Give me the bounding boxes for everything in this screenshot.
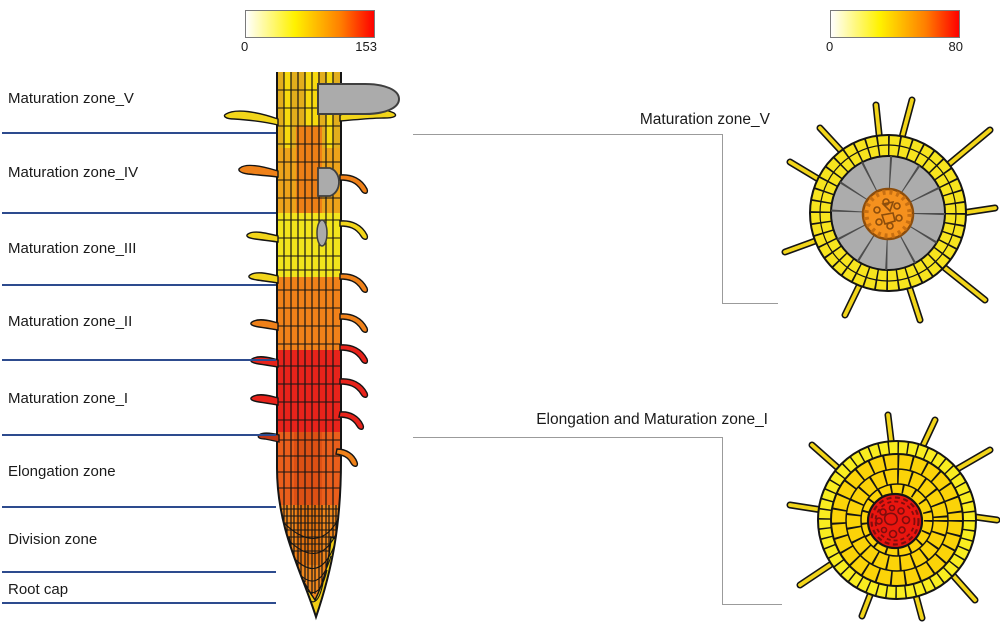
root-hair (223, 110, 279, 126)
root-hair (339, 273, 369, 293)
root-hair (238, 164, 279, 178)
root-hair (338, 411, 365, 430)
stele-vascular-detail (873, 198, 903, 230)
section-label-elongation-maturation-i: Elongation and Maturation zone_I (536, 411, 768, 428)
zone-separator-line (2, 506, 276, 508)
zone-separator-line (2, 434, 276, 436)
epidermis-cell-walls (818, 441, 976, 599)
zone-separator-line (2, 284, 276, 286)
root-hair (339, 174, 369, 194)
scale-max-value: 153 (355, 39, 377, 54)
root-hair (339, 378, 369, 398)
stele-rim-cells (870, 496, 920, 546)
root-hair (788, 413, 999, 620)
root-hair (339, 313, 369, 333)
connector-line (722, 437, 724, 605)
connector-line (722, 134, 724, 304)
cross-section-elongation-maturation-i (786, 411, 1000, 622)
root-outline (276, 72, 342, 621)
connector-line (722, 604, 782, 606)
connector-line (413, 134, 723, 136)
zone-label-maturation-iv: Maturation zone_IV (8, 164, 139, 181)
root-hair (250, 319, 279, 331)
root-hair (335, 448, 359, 467)
epidermis-ring-divider (819, 144, 957, 282)
cortex-cell-walls (831, 454, 963, 586)
section-label-maturation-v: Maturation zone_V (639, 111, 770, 128)
root-hair (250, 394, 279, 406)
root-longitudinal-section (223, 72, 401, 621)
zone-separator-line (2, 212, 276, 214)
root-cap-layers (278, 515, 341, 603)
scale-min-value: 0 (241, 39, 249, 54)
root-hair (339, 220, 369, 240)
cross-section-root-hairs (786, 411, 1000, 622)
connector-line (413, 437, 723, 439)
zone-label-root-cap: Root cap (8, 581, 69, 598)
scale-min-value: 0 (826, 39, 834, 54)
cortex-cell-walls (831, 156, 945, 270)
stele-vascular-detail (875, 504, 911, 539)
root-hair (248, 272, 279, 284)
zone-band-maturation-i (277, 350, 341, 432)
stele-rim-cells (863, 189, 913, 239)
zone-separator-line (2, 359, 276, 361)
gradient-scale-bar (830, 10, 960, 38)
zone-label-maturation-ii: Maturation zone_II (8, 313, 133, 330)
zone-separator-line (2, 132, 276, 134)
cross-section-root-hairs (781, 96, 999, 324)
lateral-root-primordium-internal (316, 219, 328, 247)
zone-separator-line (2, 571, 276, 573)
zone-label-division: Division zone (8, 531, 98, 548)
zone-separator-line (2, 602, 276, 604)
lateral-root-primordium-small (317, 167, 340, 197)
root-hair (246, 231, 279, 243)
cross-section-maturation-v (781, 96, 999, 324)
scale-max-value: 80 (948, 39, 963, 54)
zone-label-maturation-v: Maturation zone_V (8, 90, 134, 107)
root-hair (783, 98, 997, 322)
zone-label-elongation: Elongation zone (8, 463, 116, 480)
zone-band-maturation-ii (277, 277, 341, 350)
cell-file-stripe (284, 72, 291, 148)
lateral-root-primordium-large (317, 83, 401, 115)
zone-label-maturation-iii: Maturation zone_III (8, 240, 137, 257)
zone-band-maturation-iii (277, 213, 341, 277)
stele-inner-ring (874, 500, 916, 542)
gradient-scale-bar (245, 10, 375, 38)
connector-line (722, 303, 778, 305)
root-hair (339, 344, 369, 364)
cell-walls-horizontal (277, 89, 341, 552)
zone-label-maturation-i: Maturation zone_I (8, 390, 129, 407)
stele-stripe-elongation (294, 432, 322, 505)
